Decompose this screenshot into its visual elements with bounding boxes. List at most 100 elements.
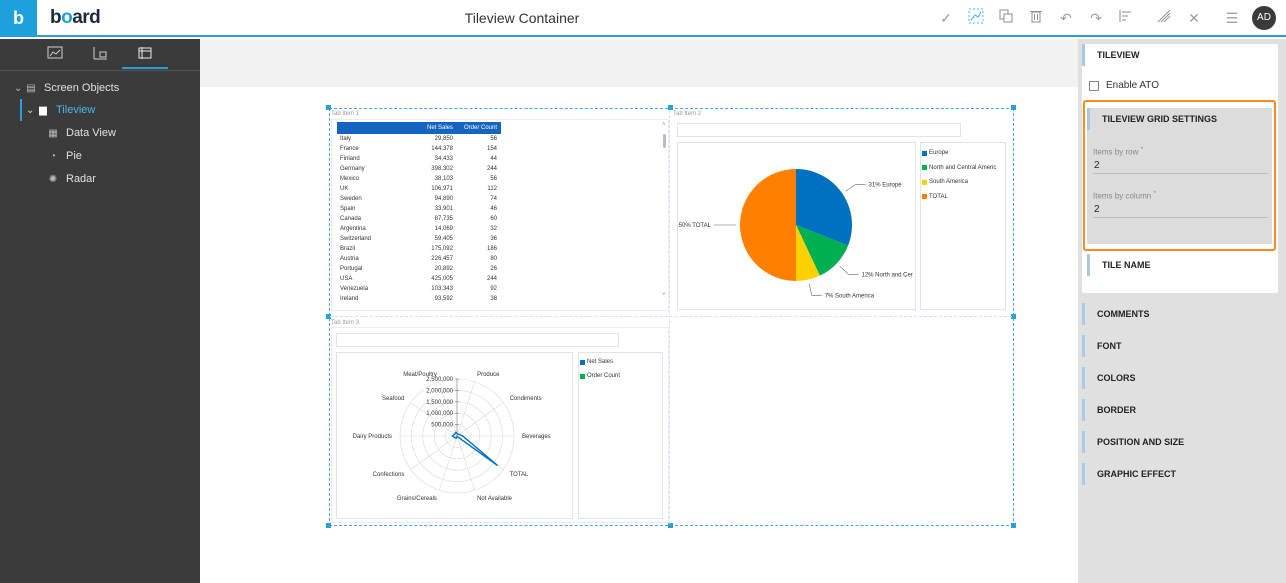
- items-by-row-field[interactable]: 2: [1094, 160, 1100, 171]
- table-cell: Germany: [340, 166, 365, 172]
- check-icon[interactable]: ✓: [940, 10, 952, 26]
- radar-tick-label: 1,500,000: [426, 400, 453, 406]
- legend-item[interactable]: Europe: [922, 146, 1006, 161]
- copy-icon[interactable]: [996, 8, 1016, 28]
- table-row[interactable]: Switzerland 59,405 36: [337, 234, 501, 244]
- tree-item-data-view[interactable]: ▦ Data View: [46, 122, 116, 144]
- table-cell: USA: [340, 276, 353, 282]
- table-row[interactable]: Germany 398,302 244: [337, 164, 501, 174]
- table-header-cell[interactable]: Net Sales: [426, 125, 453, 131]
- table-cell: 175,092: [431, 246, 453, 252]
- section-tileview-grid-settings[interactable]: TILEVIEW GRID SETTINGS: [1087, 108, 1272, 130]
- scrollbar-thumb[interactable]: [663, 134, 666, 148]
- pie-slice[interactable]: [796, 225, 820, 281]
- table-row[interactable]: Italy 29,850 56: [337, 134, 501, 144]
- pie-legend-box: [920, 142, 1006, 310]
- items-by-column-field[interactable]: 2: [1094, 204, 1100, 215]
- section-border[interactable]: BORDER: [1082, 399, 1278, 421]
- radar-tick-label: 500,000: [431, 423, 453, 429]
- radar-series-0[interactable]: [451, 431, 499, 467]
- draw-icon[interactable]: [1154, 8, 1174, 28]
- chevron-down-icon[interactable]: ⌄: [26, 105, 35, 116]
- table-row[interactable]: Austria 226,457 80: [337, 254, 501, 264]
- menu-icon[interactable]: ☰: [1225, 10, 1239, 26]
- screen-icon[interactable]: [44, 46, 66, 64]
- table-row[interactable]: Argentina 14,069 32: [337, 224, 501, 234]
- tree-item-pie[interactable]: ◔ Pie: [46, 145, 82, 167]
- legend-label: Europe: [929, 150, 949, 157]
- table-cell: 93,592: [434, 296, 453, 302]
- section-font[interactable]: FONT: [1082, 335, 1278, 357]
- table-row[interactable]: Spain 33,901 46: [337, 204, 501, 214]
- table-row[interactable]: Brazil 175,092 186: [337, 244, 501, 254]
- pie-slice[interactable]: [796, 169, 852, 246]
- tile-title-bar[interactable]: [677, 123, 961, 137]
- pie-slice[interactable]: [796, 225, 849, 276]
- table-cell: 74: [490, 196, 497, 202]
- section-tileview[interactable]: TILEVIEW: [1082, 44, 1278, 66]
- table-row[interactable]: France 144,378 154: [337, 144, 501, 154]
- table-row[interactable]: UK 106,971 112: [337, 184, 501, 194]
- resize-handle[interactable]: [1011, 105, 1016, 110]
- undo-icon[interactable]: ↶: [1060, 10, 1072, 26]
- required-mark: *: [1140, 146, 1144, 153]
- resize-handle[interactable]: [668, 105, 673, 110]
- tree-item-radar[interactable]: ✺ Radar: [46, 168, 96, 190]
- scroll-down-icon[interactable]: ˅: [662, 292, 666, 298]
- tree-item-tileview[interactable]: ⌄ ▆ Tileview: [26, 99, 95, 121]
- tree-item-label: Screen Objects: [44, 82, 120, 94]
- legend-item[interactable]: North and Central Americ: [922, 161, 1006, 176]
- table-row[interactable]: Portugal 20,892 26: [337, 264, 501, 274]
- resize-handle[interactable]: [326, 105, 331, 110]
- table-row[interactable]: Canada 87,735 60: [337, 214, 501, 224]
- table-cell: Argentina: [340, 226, 366, 232]
- align-icon[interactable]: [1116, 8, 1136, 28]
- resize-handle[interactable]: [668, 523, 673, 528]
- legend-item[interactable]: TOTAL: [922, 190, 1006, 205]
- container-icon[interactable]: [134, 46, 156, 64]
- tile-title-bar[interactable]: [336, 333, 619, 347]
- chart-edit-icon[interactable]: [966, 8, 986, 28]
- enable-ato-checkbox[interactable]: [1089, 81, 1099, 91]
- table-row[interactable]: Finland 34,433 44: [337, 154, 501, 164]
- resize-handle[interactable]: [326, 314, 331, 319]
- resize-handle[interactable]: [1011, 314, 1016, 319]
- legend-item[interactable]: Net Sales: [580, 355, 662, 369]
- legend-item[interactable]: South America: [922, 175, 1006, 190]
- close-icon[interactable]: ✕: [1188, 10, 1200, 26]
- table-cell: 186: [486, 246, 497, 252]
- table-scrollbar[interactable]: ˄ ˅: [662, 122, 668, 300]
- radar-spoke: [410, 435, 458, 470]
- pie-slice-label: 31% Europe: [869, 183, 903, 189]
- chevron-down-icon[interactable]: ⌄: [14, 83, 23, 94]
- section-graphic-effect[interactable]: GRAPHIC EFFECT: [1082, 463, 1278, 485]
- table-row[interactable]: USA 425,005 244: [337, 274, 501, 284]
- section-comments[interactable]: COMMENTS: [1082, 303, 1278, 325]
- table-row[interactable]: Ireland 93,592 38: [337, 294, 501, 304]
- scroll-up-icon[interactable]: ˄: [662, 122, 666, 128]
- resize-handle[interactable]: [1011, 523, 1016, 528]
- section-tile-name[interactable]: TILE NAME: [1087, 254, 1272, 276]
- data-table[interactable]: Net Sales Order Count Italy 29,850 56 Franc…: [337, 122, 501, 304]
- radar-chart[interactable]: Produce Condiments Beverages TOTAL Not Avail…: [336, 352, 573, 519]
- trash-icon[interactable]: [1026, 8, 1046, 28]
- legend-item[interactable]: Order Count: [580, 369, 662, 383]
- table-row[interactable]: Mexico 38,103 56: [337, 174, 501, 184]
- tree-item-screen-objects[interactable]: ⌄ ▤ Screen Objects: [14, 77, 119, 99]
- table-cell: 46: [490, 206, 497, 212]
- section-colors[interactable]: COLORS: [1082, 367, 1278, 389]
- table-header-cell[interactable]: Order Count: [463, 125, 497, 131]
- table-row[interactable]: Venezuela 103,343 92: [337, 284, 501, 294]
- avatar[interactable]: AD: [1252, 6, 1276, 30]
- redo-icon[interactable]: ↷: [1090, 10, 1102, 26]
- resize-handle[interactable]: [326, 523, 331, 528]
- legend-swatch: [922, 165, 927, 171]
- tile-data-view[interactable]: [331, 119, 669, 311]
- pie-slice[interactable]: [740, 169, 796, 281]
- section-position-and-size[interactable]: POSITION AND SIZE: [1082, 431, 1278, 453]
- pie-chart[interactable]: 31% Europe 12% North and Cer 7% South Amer…: [677, 142, 916, 310]
- table-row[interactable]: Sweden 94,890 74: [337, 194, 501, 204]
- app-logo[interactable]: b: [0, 0, 37, 37]
- chart-settings-icon[interactable]: [89, 46, 111, 64]
- page-title: Tileview Container: [464, 10, 580, 26]
